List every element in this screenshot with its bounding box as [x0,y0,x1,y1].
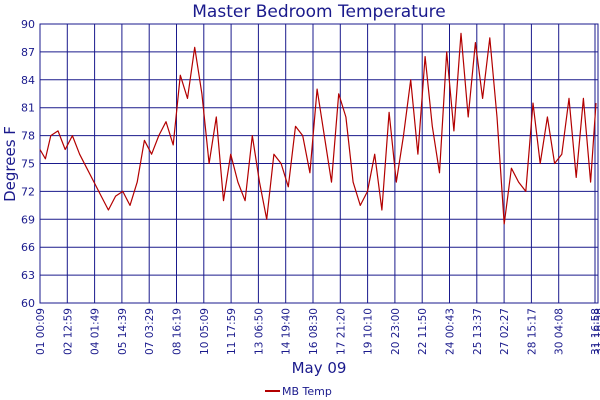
x-axis-ticks: 01 00:09 02 12:59 04 01:49 05 14:39 07 03:29… [35,308,600,355]
x-tick-label: 05 14:39 [117,308,129,355]
y-axis-ticks: 60 63 66 69 72 75 78 81 84 87 90 [21,18,35,310]
y-tick-label: 63 [21,269,35,282]
x-tick-label: 28 15:17 [526,308,538,355]
y-tick-label: 87 [21,46,35,59]
x-tick-label: 31 16:58 [593,308,600,355]
y-tick-label: 69 [21,213,35,226]
x-axis-label: May 09 [292,359,347,377]
x-tick-label: 20 23:00 [390,308,402,355]
x-tick-label: 07 03:29 [144,308,156,355]
legend: MB Temp [265,385,332,398]
y-tick-label: 81 [21,102,35,115]
y-tick-label: 78 [21,130,35,143]
x-tick-label: 08 16:19 [172,308,184,355]
x-tick-label: 13 06:50 [253,308,265,355]
x-tick-label: 25 13:37 [472,308,484,355]
x-tick-label: 19 10:10 [363,308,375,355]
x-tick-label: 31 16:58 [590,308,600,355]
x-tick-label: 27 02:27 [499,308,511,355]
legend-label-mb-temp: MB Temp [282,385,332,398]
x-tick-label: 10 05:09 [199,308,211,355]
y-axis-label: Degrees F [1,126,19,202]
x-tick-label: 14 19:40 [281,308,293,355]
y-tick-label: 90 [21,18,35,31]
y-tick-label: 84 [21,74,35,87]
series-group [39,32,597,225]
x-tick-label: 11 17:59 [226,308,238,355]
x-tick-label: 30 04:08 [554,308,566,355]
x-tick-label: 22 11:50 [417,308,429,355]
chart-title: Master Bedroom Temperature [192,2,445,22]
x-tick-label: 04 01:49 [90,308,102,355]
y-tick-label: 72 [21,185,35,198]
plot-frame [39,23,599,304]
y-tick-label: 75 [21,158,35,171]
x-tick-label: 01 00:09 [35,308,47,355]
x-tick-label: 17 21:20 [335,308,347,355]
x-tick-label: 24 00:43 [445,308,457,355]
x-tick-label: 02 12:59 [62,308,74,355]
y-tick-label: 60 [21,297,35,310]
series-line-mb-temp [39,32,597,225]
y-tick-label: 66 [21,241,35,254]
x-tick-label: 16 08:30 [308,308,320,355]
